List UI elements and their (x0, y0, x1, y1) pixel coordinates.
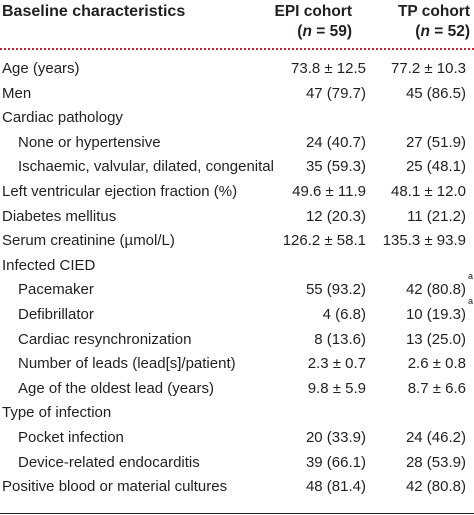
epi-n-value: = 59) (311, 23, 352, 40)
tp-value-text: 42 (80.8) (405, 281, 466, 299)
epi-value: 55 (93.2) (305, 281, 366, 299)
tp-cohort-n: (n = 52) (415, 23, 470, 40)
tp-value-text: 8.7 ± 6.6 (407, 379, 466, 397)
row-label: Defibrillator (18, 305, 94, 323)
table-row: Ischaemic, valvular, dilated, congenital… (0, 155, 474, 180)
tp-value: 25 (48.1) (406, 155, 466, 180)
epi-value: 20 (33.9) (305, 428, 366, 446)
tp-n-value: = 52) (429, 23, 470, 40)
header-divider (0, 48, 474, 50)
table-row: Device-related endocarditis 39 (66.1) 28 (… (0, 451, 474, 476)
epi-value: 126.2 ± 58.1 (282, 232, 366, 250)
tp-value-text: 45 (86.5) (405, 84, 466, 102)
table-row: Men 47 (79.7) 45 (86.5) (0, 82, 474, 107)
row-label: Number of leads (lead[s]/patient) (18, 355, 236, 373)
table-row: Pacemaker 55 (93.2) 42 (80.8) a (0, 272, 474, 303)
epi-value: 49.6 ± 11.9 (292, 182, 366, 200)
tp-value: 42 (80.8) a (405, 272, 473, 303)
epi-n-var: n (302, 23, 312, 40)
epi-value: 8 (13.6) (314, 330, 366, 348)
epi-value: 24 (40.7) (305, 133, 366, 151)
table-row: Diabetes mellitus 12 (20.3) 11 (21.2) (0, 205, 474, 230)
row-label: Men (2, 84, 32, 102)
tp-value: 13 (25.0) (406, 328, 466, 353)
table-row: Cardiac resynchronization 8 (13.6) 13 (25.… (0, 328, 474, 353)
tp-value-text: 77.2 ± 10.3 (391, 60, 466, 77)
row-label: Diabetes mellitus (2, 207, 117, 225)
tp-value: 45 (86.5) (406, 82, 466, 107)
epi-cohort-header: EPI cohort (n = 59) (274, 2, 352, 42)
tp-value-text: 48.1 ± 12.0 (391, 182, 466, 200)
tp-n-var: n (420, 23, 430, 40)
row-label: Ischaemic, valvular, dilated, congenital (18, 158, 274, 176)
row-label: Pocket infection (18, 428, 124, 446)
row-label: Serum creatinine (µmol/L) (2, 232, 175, 250)
tp-value: 48.1 ± 12.0 (391, 180, 466, 205)
row-label: Positive blood or material cultures (2, 478, 228, 496)
row-label: Pacemaker (18, 281, 94, 299)
tp-value-text: 28 (53.9) (405, 453, 466, 471)
epi-value: 39 (66.1) (305, 453, 366, 471)
table-row: Positive blood or material cultures 48 (8… (0, 475, 474, 500)
table-body: Age (years) 73.8 ± 12.5 77.2 ± 10.3 Men 47 (… (0, 57, 474, 500)
tp-value: 8.7 ± 6.6 (408, 377, 466, 402)
tp-value-text: 10 (19.3) (405, 305, 466, 323)
row-label: Infected CIED (2, 256, 96, 274)
table-row: Serum creatinine (µmol/L) 126.2 ± 58.1 135… (0, 229, 474, 254)
epi-value: 73.8 ± 12.5 (291, 60, 366, 77)
table-row: Age (years) 73.8 ± 12.5 77.2 ± 10.3 (0, 57, 474, 82)
tp-value-text: 11 (21.2) (407, 207, 466, 225)
table-row: None or hypertensive 24 (40.7) 27 (51.9) (0, 131, 474, 156)
tp-value: 27 (51.9) (406, 131, 466, 156)
row-label: Left ventricular ejection fraction (%) (2, 182, 238, 200)
table-row: Infected CIED (0, 254, 474, 279)
tp-value: 42 (80.8) (406, 475, 466, 500)
epi-value: 2.3 ± 0.7 (307, 355, 366, 373)
tp-cohort-title: TP cohort (397, 3, 470, 20)
epi-value: 12 (20.3) (305, 207, 366, 225)
bottom-rule (0, 513, 474, 514)
row-label: Age (years) (2, 60, 80, 77)
epi-cohort-title: EPI cohort (274, 3, 352, 20)
epi-value: 47 (79.7) (305, 84, 366, 102)
tp-value-text: 135.3 ± 93.9 (382, 232, 466, 250)
epi-cohort-n: (n = 59) (297, 23, 352, 40)
table-row: Pocket infection 20 (33.9) 24 (46.2) (0, 426, 474, 451)
table-row: Left ventricular ejection fraction (%) 49… (0, 180, 474, 205)
tp-value: 77.2 ± 10.3 (391, 57, 466, 82)
row-label: Device-related endocarditis (18, 453, 200, 471)
tp-value-text: 2.6 ± 0.8 (407, 355, 466, 373)
row-label: Type of infection (2, 404, 112, 422)
table-row: Cardiac pathology (0, 106, 474, 131)
table-header: Baseline characteristics EPI cohort (n =… (0, 0, 474, 46)
epi-value: 9.8 ± 5.9 (307, 379, 366, 397)
table-row: Number of leads (lead[s]/patient) 2.3 ± 0… (0, 352, 474, 377)
footnote-marker: a (467, 295, 473, 306)
epi-value: 48 (81.4) (305, 478, 366, 496)
label-column-header: Baseline characteristics (2, 3, 186, 20)
footnote-marker: a (467, 271, 473, 282)
table-row: Age of the oldest lead (years) 9.8 ± 5.9 8… (0, 377, 474, 402)
row-label: Age of the oldest lead (years) (18, 379, 214, 397)
tp-value-text: 13 (25.0) (405, 330, 466, 348)
table-row: Type of infection (0, 401, 474, 426)
tp-value: 135.3 ± 93.9 (383, 229, 466, 254)
tp-value-text: 27 (51.9) (405, 133, 466, 151)
tp-value-text: 24 (46.2) (405, 428, 466, 446)
row-label: None or hypertensive (18, 133, 161, 151)
tp-cohort-header: TP cohort (n = 52) (398, 2, 470, 42)
tp-value: 2.6 ± 0.8 (408, 352, 466, 377)
epi-value: 4 (6.8) (322, 305, 366, 323)
row-label: Cardiac pathology (2, 109, 123, 127)
tp-value: 28 (53.9) (406, 451, 466, 476)
table-row: Defibrillator 4 (6.8) 10 (19.3) a (0, 296, 474, 328)
tp-value-text: 25 (48.1) (405, 158, 466, 176)
tp-value: 10 (19.3) a (405, 296, 473, 328)
tp-value: 24 (46.2) (406, 426, 466, 451)
row-label: Cardiac resynchronization (18, 330, 192, 348)
tp-value: 11 (21.2) (407, 205, 466, 230)
epi-value: 35 (59.3) (305, 158, 366, 176)
tp-value-text: 42 (80.8) (405, 478, 466, 496)
